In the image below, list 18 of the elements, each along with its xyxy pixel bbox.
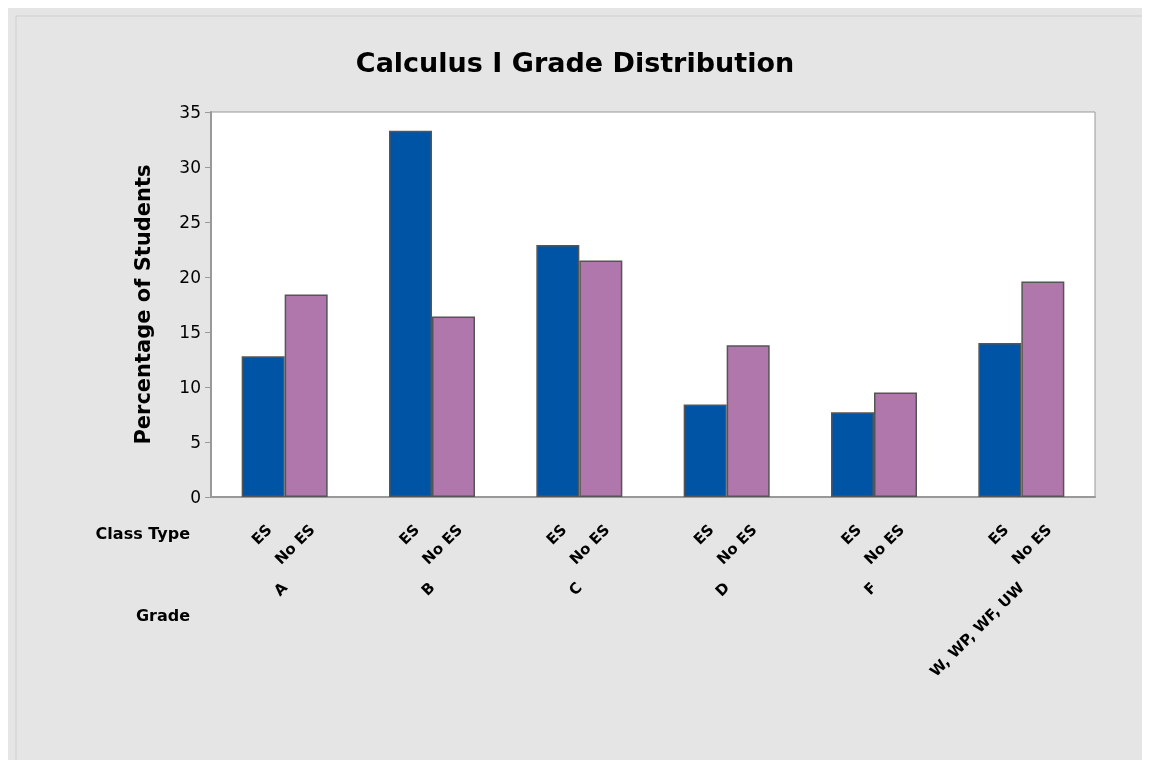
y-tick-label: 10 xyxy=(179,377,201,397)
x-tick-label: B xyxy=(417,578,439,600)
y-tick-label: 35 xyxy=(179,102,201,122)
x-tick-label: D xyxy=(711,578,734,601)
y-tick-label: 25 xyxy=(179,212,201,232)
x-tick-label: A xyxy=(270,578,292,600)
y-tick-label: 30 xyxy=(179,157,201,177)
x-tick-label: C xyxy=(565,578,586,600)
y-tick-label: 15 xyxy=(179,322,201,342)
text: Grade xyxy=(135,605,191,625)
y-tick-label: 5 xyxy=(190,432,201,452)
text: Class Type xyxy=(95,523,191,543)
y-tick-label: 0 xyxy=(190,487,201,507)
chart-title: Calculus I Grade Distribution xyxy=(355,47,795,78)
x-tick-label: F xyxy=(860,578,881,599)
y-tick-label: 20 xyxy=(179,267,201,287)
x-tick-label: W, WP, WF, UW xyxy=(925,578,1029,681)
y-axis-title: Percentage of Students xyxy=(130,164,155,445)
